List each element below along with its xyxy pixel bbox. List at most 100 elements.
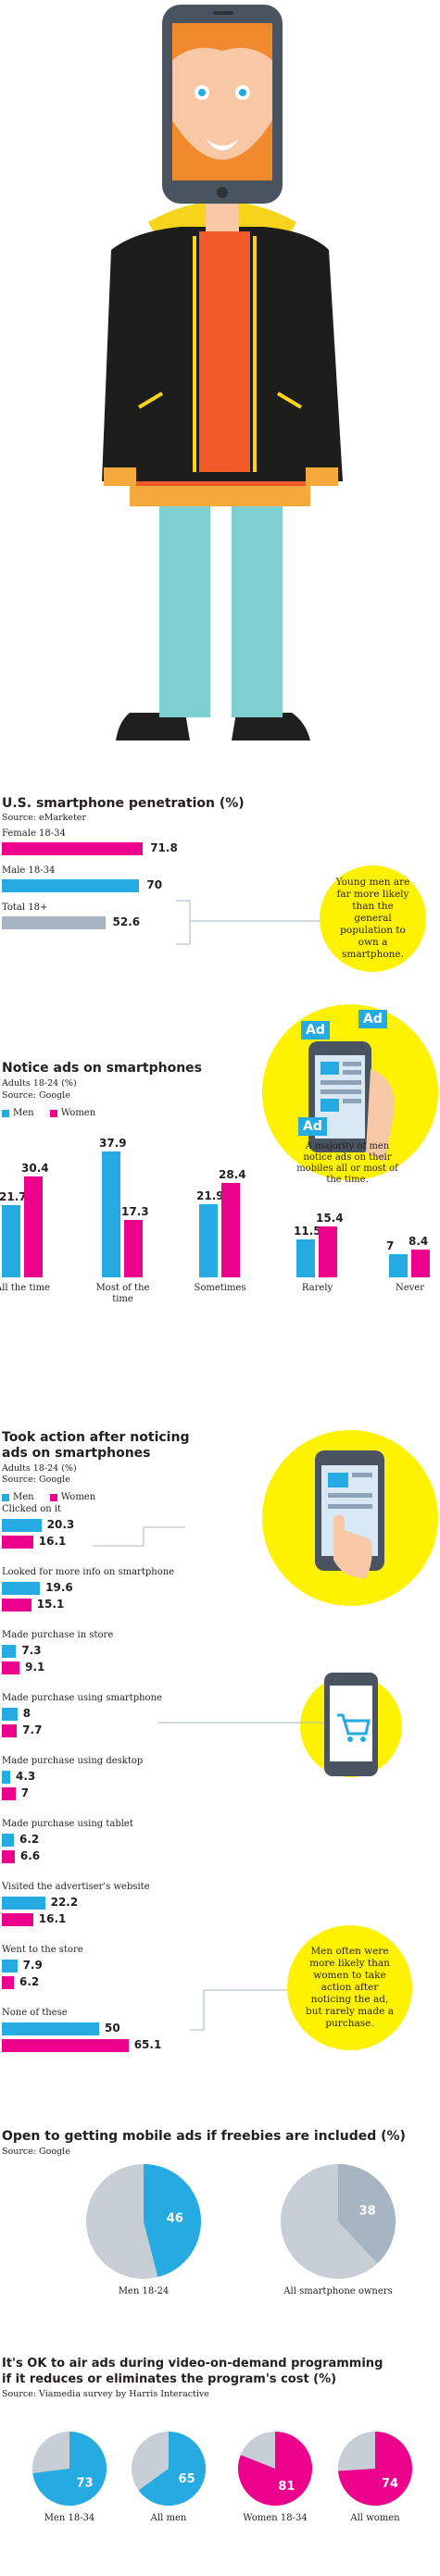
ad-badge: Ad — [358, 1010, 387, 1028]
pie-value-slice — [238, 2432, 312, 2506]
bar-category-label: Looked for more info on smartphone — [2, 1567, 175, 1577]
pie-category-label: Men 18-24 — [118, 2286, 170, 2296]
bar-value-label: 6.2 — [19, 1975, 40, 1988]
penetration-section: U.S. smartphone penetration (%) Source: … — [0, 796, 440, 981]
legend-men-swatch — [2, 1493, 9, 1501]
action-title-line2: ads on smartphones — [2, 1446, 151, 1461]
pie-chart: 81 — [238, 2432, 312, 2506]
notice-legend: Men Women — [2, 1103, 107, 1121]
action-title-line1: Took action after noticing — [2, 1430, 190, 1445]
legend-women-swatch — [49, 1109, 57, 1117]
freebies-source: Source: Google — [2, 2147, 70, 2157]
vod-chart: 73 Men 18-34 65 All men 81 Women 18-34 74 All w… — [0, 2411, 440, 2573]
hero-illustration — [0, 0, 440, 759]
bar-value-label: 71.8 — [150, 841, 178, 854]
vod-title-line2: if it reduces or eliminates the program'… — [2, 2372, 337, 2386]
action-section: Took action after noticing ads on smartp… — [0, 1430, 440, 2101]
bar-value-label: 6.6 — [19, 1849, 41, 1862]
bar-women — [124, 1219, 143, 1277]
pie-chart: 38 — [281, 2164, 396, 2279]
ad-badge: Ad — [298, 1117, 327, 1136]
pie-chart: 74 — [338, 2432, 412, 2506]
bar — [2, 879, 140, 892]
legend-men-swatch — [2, 1109, 9, 1117]
bar-men — [2, 1708, 18, 1721]
vod-source: Source: Viamedia survey by Harris Intera… — [2, 2389, 209, 2399]
action-source: Source: Google — [2, 1475, 70, 1485]
action-legend: Men Women — [2, 1487, 107, 1505]
notice-source: Source: Google — [2, 1090, 70, 1101]
bar-women — [2, 1724, 18, 1737]
bar-women — [2, 1850, 15, 1863]
penetration-title: U.S. smartphone penetration (%) — [2, 796, 245, 811]
pie-chart: 46 — [86, 2164, 201, 2279]
bar-value-label: 6.2 — [19, 1833, 40, 1846]
bar-value-label: 30.4 — [21, 1161, 49, 1175]
bar-value-label: 4.3 — [16, 1770, 36, 1783]
bar-value-label: 11.5 — [294, 1224, 321, 1238]
bar-value-label: 8.4 — [409, 1234, 429, 1248]
bar-value-label: 8 — [22, 1707, 31, 1720]
notice-subtitle: Adults 18-24 (%) — [2, 1078, 77, 1089]
bar-category-label: Visited the advertiser's website — [2, 1882, 150, 1892]
bar-value-label: 9.1 — [25, 1661, 45, 1674]
bar-value-label: 7.3 — [21, 1644, 42, 1657]
action-phone-icons — [93, 1450, 402, 1777]
pie-category-label: Men 18-34 — [44, 2513, 95, 2523]
bar-women — [2, 1536, 33, 1549]
bar-category-label: Total 18+ — [2, 902, 48, 913]
bar — [2, 916, 106, 929]
bar-men — [2, 2022, 99, 2035]
pie-value-label: 46 — [167, 2212, 183, 2226]
notice-section: Ad Ad Ad A majority of men notice ads on… — [0, 1004, 440, 1393]
bar-value-label: 15.1 — [36, 1598, 65, 1611]
bar-women — [2, 1661, 20, 1674]
category-label: Never — [395, 1283, 424, 1293]
bar-category-label: Male 18-34 — [2, 865, 56, 876]
bar-category-label: Made purchase using smartphone — [2, 1693, 162, 1703]
bar-women — [319, 1226, 337, 1277]
bar-men — [2, 1645, 17, 1658]
bar-men — [296, 1238, 315, 1277]
penetration-connector — [176, 900, 320, 945]
bar-value-label: 21.7 — [0, 1189, 27, 1203]
freebies-chart: 46 Men 18-24 38 All smartphone owners — [0, 2161, 440, 2314]
bar-value-label: 52.6 — [112, 915, 141, 928]
bar-value-label: 28.4 — [219, 1167, 246, 1181]
action-note-connector — [190, 1989, 292, 2031]
bar-value-label: 20.3 — [46, 1518, 75, 1531]
bar-value-label: 7 — [386, 1238, 395, 1252]
bar-men — [199, 1204, 218, 1277]
pie-value-label: 73 — [76, 2477, 93, 2491]
bar-value-label: 7.7 — [22, 1724, 43, 1736]
bar-men — [2, 1960, 18, 1972]
bar-value-label: 37.9 — [99, 1136, 127, 1150]
pie-value-slice — [138, 2432, 206, 2506]
category-label: Sometimes — [194, 1283, 246, 1293]
bar-men — [2, 1519, 42, 1532]
pie-category-label: All men — [150, 2513, 187, 2523]
bar-value-label: 65.1 — [133, 2038, 162, 2051]
pie-value-slice — [338, 2164, 396, 2264]
bar-value-label: 15.4 — [316, 1211, 344, 1225]
pie-category-label: Women 18-34 — [243, 2513, 308, 2523]
notice-chart: 21.7 30.4 All the time 37.9 17.3 Most of the … — [0, 1120, 440, 1319]
bar-value-label: 19.6 — [45, 1581, 73, 1594]
pie-value-label: 81 — [278, 2480, 295, 2494]
pie-chart: 65 — [132, 2432, 206, 2506]
bar-value-label: 16.1 — [38, 1535, 67, 1548]
vod-section: It's OK to air ads during video-on-deman… — [0, 2356, 440, 2576]
penetration-note: Young men are far more likely than the g… — [335, 877, 410, 960]
bar-women — [2, 1787, 16, 1800]
bar-category-label: Made purchase using tablet — [2, 1819, 133, 1829]
pie-value-label: 38 — [359, 2204, 376, 2218]
bar-women — [221, 1182, 240, 1277]
bar-value-label: 22.2 — [50, 1896, 79, 1909]
bar-value-label: 70 — [146, 878, 163, 891]
freebies-section: Open to getting mobile ads if freebies a… — [0, 2129, 440, 2319]
bar-men — [2, 1204, 20, 1277]
legend-women: Women — [60, 1108, 96, 1118]
penetration-note-bubble: Young men are far more likely than the g… — [320, 865, 426, 972]
bar-value-label: 7.9 — [22, 1959, 43, 1972]
notice-title: Notice ads on smartphones — [2, 1061, 202, 1076]
